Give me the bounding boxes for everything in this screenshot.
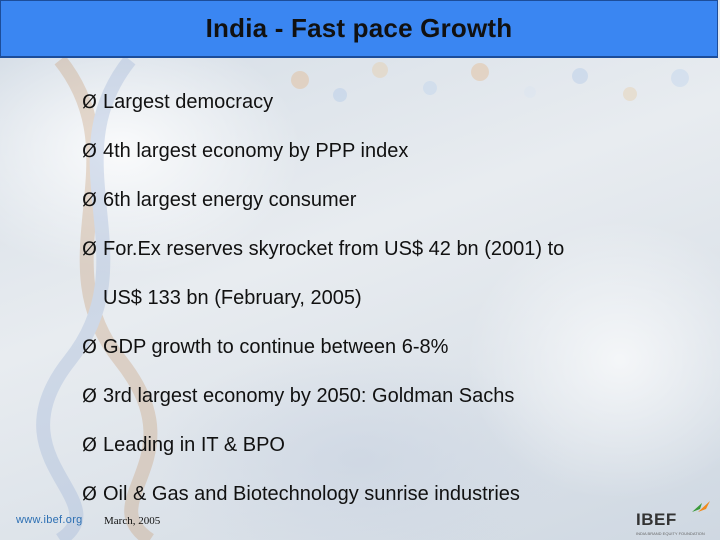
bullet-text: Largest democracy bbox=[103, 91, 274, 113]
arrow-bullet-icon: Ø bbox=[82, 434, 97, 456]
bullet-item: Ø Largest democracy bbox=[82, 90, 564, 114]
footer-date: March, 2005 bbox=[104, 515, 161, 527]
bullet-text: 6th largest energy consumer bbox=[103, 189, 357, 211]
arrow-bullet-icon: Ø bbox=[82, 91, 97, 113]
bullet-list: Ø Largest democracy Ø 4th largest economy … bbox=[82, 90, 564, 531]
bullet-continuation: US$ 133 bn (February, 2005) bbox=[82, 286, 564, 310]
arrow-bullet-icon: Ø bbox=[82, 336, 97, 358]
ibef-logo: IBEF INDIA BRAND EQUITY FOUNDATION bbox=[636, 500, 714, 538]
slide-title: India - Fast pace Growth bbox=[205, 13, 513, 43]
bullet-text: US$ 133 bn (February, 2005) bbox=[103, 287, 362, 309]
arrow-bullet-icon: Ø bbox=[82, 483, 97, 505]
arrow-bullet-icon: Ø bbox=[82, 238, 97, 260]
logo-swoosh-icon bbox=[692, 501, 710, 512]
bullet-item: Ø For.Ex reserves skyrocket from US$ 42 b… bbox=[82, 237, 564, 261]
bullet-text: 3rd largest economy by 2050: Goldman Sac… bbox=[103, 385, 515, 407]
logo-text: IBEF bbox=[636, 510, 677, 529]
bullet-item: Ø Oil & Gas and Biotechnology sunrise ind… bbox=[82, 482, 564, 506]
footer-url: www.ibef.org bbox=[16, 514, 83, 526]
bullet-text: Leading in IT & BPO bbox=[103, 434, 285, 456]
bullet-item: Ø 4th largest economy by PPP index bbox=[82, 139, 564, 163]
bullet-item: Ø 3rd largest economy by 2050: Goldman Sa… bbox=[82, 384, 564, 408]
bullet-text: For.Ex reserves skyrocket from US$ 42 bn… bbox=[103, 238, 565, 260]
title-bar: India - Fast pace Growth bbox=[0, 0, 718, 58]
arrow-bullet-icon: Ø bbox=[82, 189, 97, 211]
bullet-item: Ø GDP growth to continue between 6-8% bbox=[82, 335, 564, 359]
bullet-text: GDP growth to continue between 6-8% bbox=[103, 336, 449, 358]
bullet-text: Oil & Gas and Biotechnology sunrise indu… bbox=[103, 483, 520, 505]
arrow-bullet-icon: Ø bbox=[82, 385, 97, 407]
logo-tagline: INDIA BRAND EQUITY FOUNDATION bbox=[636, 531, 705, 536]
bullet-text: 4th largest economy by PPP index bbox=[103, 140, 409, 162]
bullet-item: Ø 6th largest energy consumer bbox=[82, 188, 564, 212]
arrow-bullet-icon: Ø bbox=[82, 140, 97, 162]
bullet-item: Ø Leading in IT & BPO bbox=[82, 433, 564, 457]
